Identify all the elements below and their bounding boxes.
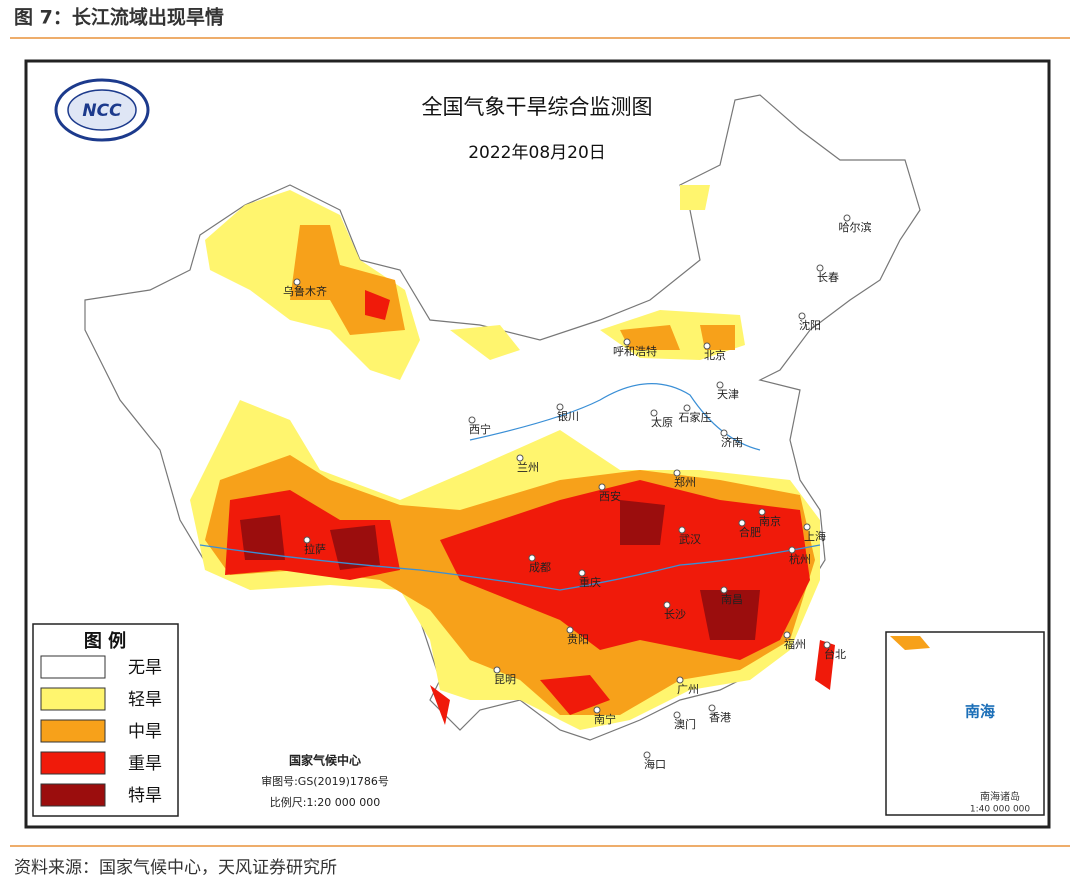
city-dot <box>623 338 631 346</box>
city-dot <box>493 666 501 674</box>
city-label: 成都 <box>529 561 551 574</box>
city-dot <box>303 536 311 544</box>
city-label: 郑州 <box>674 475 696 489</box>
credit-approval: 审图号:GS(2019)1786号 <box>261 774 389 788</box>
city-dot <box>683 404 691 412</box>
city-label: 西宁 <box>469 422 491 436</box>
city-label: 南京 <box>759 514 781 528</box>
city-label: 石家庄 <box>679 410 712 424</box>
city-dot <box>708 704 716 712</box>
city-label: 兰州 <box>517 461 539 474</box>
city-dot <box>816 264 824 272</box>
city-label: 昆明 <box>494 673 516 686</box>
city-label: 香港 <box>709 711 731 724</box>
city-dot <box>703 342 711 350</box>
city-dot <box>720 586 728 594</box>
city-label: 长沙 <box>664 608 686 621</box>
logo-text: NCC <box>82 101 122 121</box>
legend-label: 无旱 <box>128 658 162 678</box>
city-label: 广州 <box>677 683 699 696</box>
city-label: 重庆 <box>579 575 601 589</box>
city-label: 拉萨 <box>304 542 326 556</box>
figure-title: 图 7：长江流域出现旱情 <box>14 6 224 29</box>
inset-land <box>890 636 930 650</box>
city-dot <box>798 312 806 320</box>
city-label: 呼和浩特 <box>613 344 657 358</box>
inset-sea: 南海 <box>965 703 995 721</box>
city-dot <box>783 631 791 639</box>
city-dot <box>720 429 728 437</box>
city-label: 长春 <box>817 271 839 284</box>
legend-swatch <box>40 783 106 807</box>
city-dot <box>673 711 681 719</box>
city-label: 西安 <box>599 489 621 503</box>
city-label: 天津 <box>717 388 739 401</box>
inset-scale: 1:40 000 000 <box>970 805 1031 815</box>
city-dot <box>738 519 746 527</box>
city-label: 澳门 <box>674 717 696 731</box>
city-label: 台北 <box>824 647 846 661</box>
legend-swatch <box>40 719 106 743</box>
city-dot <box>788 546 796 554</box>
city-dot <box>716 381 724 389</box>
city-dot <box>528 554 536 562</box>
map-date: 2022年08月20日 <box>468 143 606 163</box>
city-dot <box>578 569 586 577</box>
legend-swatch <box>40 751 106 775</box>
inset-box <box>885 631 1045 816</box>
map-body <box>84 94 981 741</box>
city-label: 哈尔滨 <box>839 220 872 234</box>
city-dot <box>556 403 564 411</box>
city-label: 南宁 <box>594 712 616 726</box>
inset-islands: 南海诸岛 <box>980 790 1020 803</box>
city-dot <box>803 523 811 531</box>
legend-label: 特旱 <box>128 786 162 806</box>
legend-swatch <box>40 687 106 711</box>
city-dot <box>676 676 684 684</box>
city-dot <box>293 278 301 286</box>
legend-swatch <box>40 655 106 679</box>
city-dot <box>823 641 831 649</box>
city-label: 乌鲁木齐 <box>283 284 327 298</box>
city-label: 太原 <box>651 416 673 429</box>
city-dot <box>678 526 686 534</box>
city-dot <box>650 409 658 417</box>
city-dot <box>598 483 606 491</box>
logo: NCC <box>54 78 150 142</box>
city-dot <box>843 214 851 222</box>
city-label: 合肥 <box>739 525 761 539</box>
city-dot <box>593 706 601 714</box>
city-label: 济南 <box>721 435 743 449</box>
legend-label: 中旱 <box>128 722 162 742</box>
legend-label: 重旱 <box>128 754 162 774</box>
credit-org: 国家气候中心 <box>289 753 361 768</box>
city-dot <box>516 454 524 462</box>
city-dot <box>566 626 574 634</box>
city-dot <box>758 508 766 516</box>
city-label: 海口 <box>644 757 666 771</box>
city-label: 沈阳 <box>799 318 821 332</box>
city-label: 北京 <box>704 348 726 362</box>
map-title: 全国气象干旱综合监测图 <box>422 95 653 119</box>
source-note: 资料来源：国家气候中心，天风证券研究所 <box>14 858 337 878</box>
city-dot <box>673 469 681 477</box>
city-dot <box>663 601 671 609</box>
city-dot <box>643 751 651 759</box>
city-label: 南昌 <box>721 593 743 606</box>
city-label: 贵阳 <box>567 633 589 646</box>
city-label: 杭州 <box>789 552 811 566</box>
city-label: 上海 <box>804 529 826 543</box>
city-label: 银川 <box>557 409 579 423</box>
city-dot <box>468 416 476 424</box>
legend-label: 轻旱 <box>128 690 162 710</box>
legend-title: 图 例 <box>84 630 126 652</box>
credit-scale: 比例尺:1:20 000 000 <box>270 795 380 809</box>
city-label: 福州 <box>784 637 806 651</box>
city-label: 武汉 <box>679 533 701 546</box>
